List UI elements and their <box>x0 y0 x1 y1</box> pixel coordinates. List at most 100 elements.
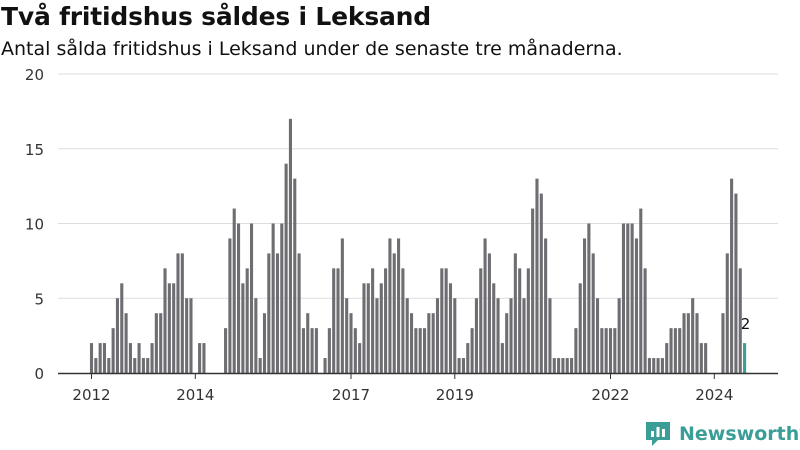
bar <box>483 238 487 373</box>
bar <box>366 283 370 373</box>
bar <box>487 253 491 373</box>
y-tick-label: 10 <box>25 216 44 234</box>
bar <box>583 238 587 373</box>
bar <box>120 283 124 373</box>
bar <box>306 313 310 373</box>
bar <box>535 178 539 373</box>
bar <box>691 298 695 373</box>
bar <box>107 358 111 373</box>
bar <box>349 313 353 373</box>
bar <box>608 328 613 373</box>
brand-name: Newsworthy <box>679 423 800 445</box>
bar <box>159 313 163 373</box>
bar <box>94 358 98 373</box>
bar <box>509 298 513 373</box>
bar <box>621 223 626 373</box>
highlighted-bar <box>743 343 747 373</box>
bar <box>111 328 115 373</box>
bar <box>418 328 422 373</box>
bar <box>479 268 483 373</box>
bar <box>422 328 427 373</box>
bar <box>686 313 690 373</box>
bar <box>314 328 318 373</box>
bar <box>189 298 193 373</box>
bar <box>167 283 171 373</box>
bar-chart: 0 5 10 15 20 2 2012 2014 2017 2019 2022 2024 <box>25 66 778 404</box>
bar <box>397 238 401 373</box>
bar <box>176 253 180 373</box>
chart-subtitle: Antal sålda fritidshus i Leksand under d… <box>1 38 623 60</box>
bar <box>375 298 379 373</box>
bar <box>557 358 561 373</box>
bar <box>185 298 189 373</box>
bar <box>323 358 327 373</box>
bar <box>327 328 331 373</box>
bar <box>237 223 241 373</box>
bar <box>224 328 228 373</box>
bar <box>695 313 699 373</box>
bar <box>249 223 254 373</box>
bar <box>310 328 314 373</box>
bar <box>379 283 383 373</box>
bar <box>163 268 167 373</box>
x-tick-label: 2022 <box>591 386 629 404</box>
bar <box>448 283 453 373</box>
bar <box>267 253 271 373</box>
bar <box>228 238 232 373</box>
bar <box>258 358 262 373</box>
bar <box>466 343 470 373</box>
bar <box>552 358 556 373</box>
bar <box>531 208 535 373</box>
bar <box>656 358 660 373</box>
y-tick-label: 0 <box>34 365 44 383</box>
bar <box>362 283 366 373</box>
x-tick-label: 2012 <box>72 386 110 404</box>
bar <box>730 178 734 373</box>
bar <box>461 358 465 373</box>
bar <box>435 298 440 373</box>
chart-title: Två fritidshus såldes i Leksand <box>1 2 431 31</box>
bar <box>284 163 288 373</box>
bar <box>544 238 548 373</box>
bar <box>336 268 340 373</box>
bar <box>241 283 245 373</box>
y-tick-label: 15 <box>25 141 44 159</box>
bar <box>699 343 703 373</box>
data-label: 2 <box>741 315 751 333</box>
bar <box>613 328 617 373</box>
bar <box>371 268 375 373</box>
bar <box>293 178 297 373</box>
bar <box>271 223 275 373</box>
bar <box>124 313 128 373</box>
bar <box>150 343 154 373</box>
bar <box>262 313 267 373</box>
bar <box>332 268 336 373</box>
bar <box>630 223 634 373</box>
bar <box>384 268 388 373</box>
bar <box>245 268 249 373</box>
bar <box>682 313 686 373</box>
bar <box>591 253 595 373</box>
bar <box>457 358 461 373</box>
bar <box>427 313 431 373</box>
bar <box>410 313 414 373</box>
bar <box>617 298 621 373</box>
bar <box>172 283 176 373</box>
y-tick-label: 5 <box>34 290 44 308</box>
bar <box>202 343 206 373</box>
bar <box>643 268 647 373</box>
bar <box>492 283 496 373</box>
bar <box>345 298 349 373</box>
bar <box>102 343 107 373</box>
bar <box>604 328 608 373</box>
newsworthy-icon <box>646 422 670 446</box>
bar <box>738 268 742 373</box>
bar <box>647 358 651 373</box>
bar <box>505 313 509 373</box>
bar <box>626 223 630 373</box>
bar <box>405 298 409 373</box>
bar <box>652 358 656 373</box>
bar <box>587 223 591 373</box>
bar <box>704 343 708 373</box>
bar <box>280 223 284 373</box>
